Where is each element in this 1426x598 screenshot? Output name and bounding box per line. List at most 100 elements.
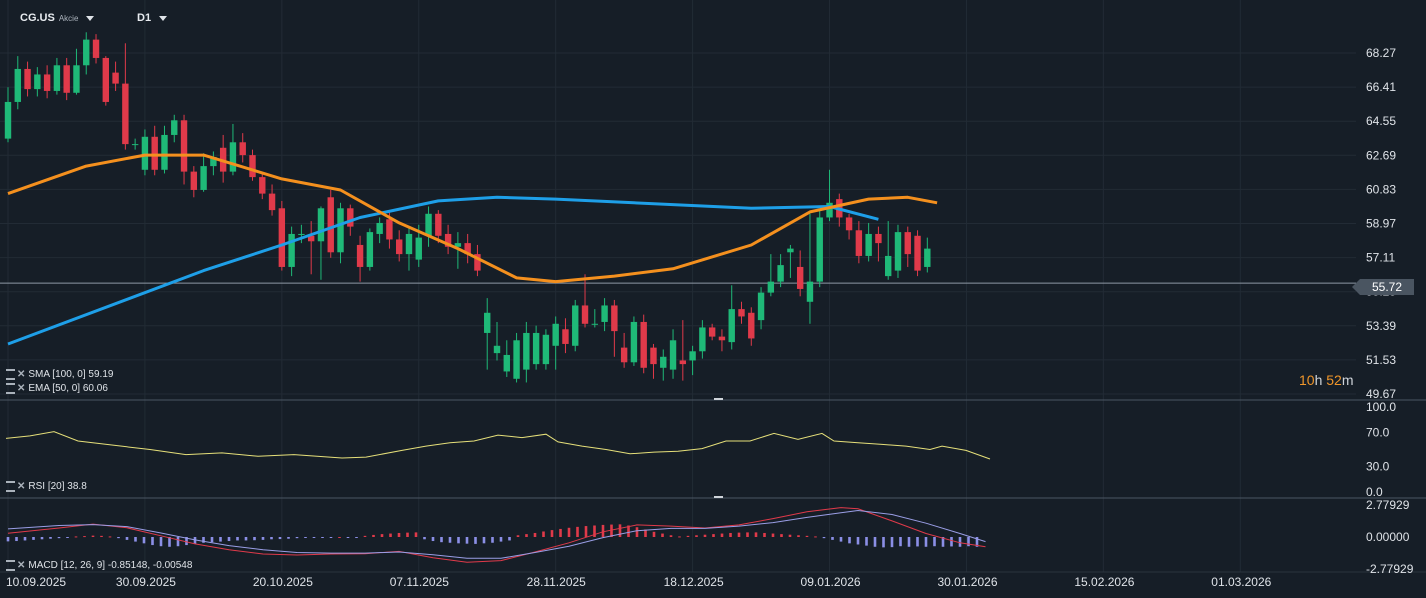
close-icon[interactable]: ✕ [17,481,26,493]
candle-down[interactable] [63,65,70,93]
candle-down[interactable] [327,197,334,253]
candle-up[interactable] [171,120,178,135]
candle-up[interactable] [630,321,638,363]
candle-up[interactable] [454,243,462,247]
candle-down[interactable] [386,219,393,240]
settings-icon[interactable] [6,481,15,492]
pane-resize-handle[interactable] [714,496,723,498]
candle-down[interactable] [640,321,647,368]
candle-down[interactable] [855,230,863,256]
candle-up[interactable] [298,233,305,235]
candle-down[interactable] [679,360,687,365]
candle-down[interactable] [464,243,471,255]
symbol-selector[interactable]: CG.US Akcie [20,12,95,24]
candle-up[interactable] [73,65,80,93]
candle-down[interactable] [444,233,452,247]
candle-up[interactable] [601,305,608,322]
candle-up[interactable] [200,166,207,190]
candle-up[interactable] [83,39,90,66]
candle-up[interactable] [493,345,501,354]
candle-up[interactable] [366,232,374,267]
settings-icon[interactable] [6,560,15,571]
candle-down[interactable] [92,39,100,58]
timeframe-selector[interactable]: D1 [137,12,168,24]
candle-up[interactable] [131,144,139,146]
candle-up[interactable] [689,351,696,361]
candle-up[interactable] [552,323,559,346]
candle-down[interactable] [268,193,276,211]
candle-up[interactable] [523,332,530,370]
candle-up[interactable] [210,156,217,167]
candle-down[interactable] [190,171,198,190]
candle-down[interactable] [435,213,442,236]
candle-down[interactable] [259,177,266,194]
candle-up[interactable] [53,65,61,91]
candle-down[interactable] [112,72,119,84]
candle-down[interactable] [611,305,618,332]
candle-down[interactable] [748,312,755,339]
close-icon[interactable]: ✕ [17,369,26,381]
candle-down[interactable] [904,232,911,255]
candle-down[interactable] [180,120,188,172]
candle-down[interactable] [396,239,403,255]
candle-down[interactable] [650,347,657,365]
candle-up[interactable] [591,323,598,325]
candle-up[interactable] [337,208,344,253]
candle-up[interactable] [572,305,579,346]
candle-down[interactable] [562,329,569,344]
candle-down[interactable] [24,68,31,90]
candle-up[interactable] [415,237,422,260]
candle-up[interactable] [669,340,677,370]
candle-down[interactable] [875,233,882,244]
candle-up[interactable] [141,136,149,170]
candle-down[interactable] [914,235,921,271]
candle-down[interactable] [796,266,804,289]
candle-up[interactable] [699,327,706,352]
candle-up[interactable] [513,340,520,379]
candle-up[interactable] [816,217,823,282]
candle-down[interactable] [249,155,256,178]
candle-down[interactable] [738,309,745,317]
candle-up[interactable] [14,68,21,102]
candle-up[interactable] [405,233,413,255]
close-icon[interactable]: ✕ [17,383,26,395]
candle-up[interactable] [425,213,432,236]
settings-icon[interactable] [6,383,15,394]
candle-up[interactable] [885,255,892,277]
candle-down[interactable] [347,208,354,227]
candle-down[interactable] [474,254,481,271]
candle-up[interactable] [288,233,295,267]
candle-up[interactable] [924,248,931,267]
candle-up[interactable] [777,265,784,282]
candle-down[interactable] [581,305,589,324]
candle-up[interactable] [317,208,325,242]
candle-up[interactable] [865,233,872,256]
candle-down[interactable] [718,336,726,341]
candle-up[interactable] [4,101,12,139]
candle-up[interactable] [767,281,775,293]
candle-down[interactable] [845,217,853,231]
candle-up[interactable] [728,309,735,343]
candle-up[interactable] [660,356,667,368]
candle-down[interactable] [708,327,716,337]
candle-down[interactable] [122,83,129,145]
candle-down[interactable] [43,74,51,91]
candle-up[interactable] [894,232,902,271]
candle-down[interactable] [151,136,158,170]
macd-legend[interactable]: ✕ MACD [12, 26, 9] -0.85148, -0.00548 [6,560,192,571]
candle-up[interactable] [532,332,540,365]
candle-up[interactable] [34,74,41,90]
ema-legend[interactable]: ✕ EMA [50, 0] 60.06 [6,383,108,394]
candle-up[interactable] [484,312,491,333]
close-icon[interactable]: ✕ [17,560,26,572]
candle-up[interactable] [757,292,765,321]
candle-up[interactable] [229,142,237,172]
pane-resize-handle[interactable] [714,398,723,400]
rsi-legend[interactable]: ✕ RSI [20] 38.8 [6,481,87,492]
candle-down[interactable] [307,235,315,242]
candle-up[interactable] [787,248,794,253]
candle-down[interactable] [356,244,364,267]
candle-up[interactable] [826,202,833,218]
candle-down[interactable] [620,347,628,363]
candle-up[interactable] [542,334,550,365]
